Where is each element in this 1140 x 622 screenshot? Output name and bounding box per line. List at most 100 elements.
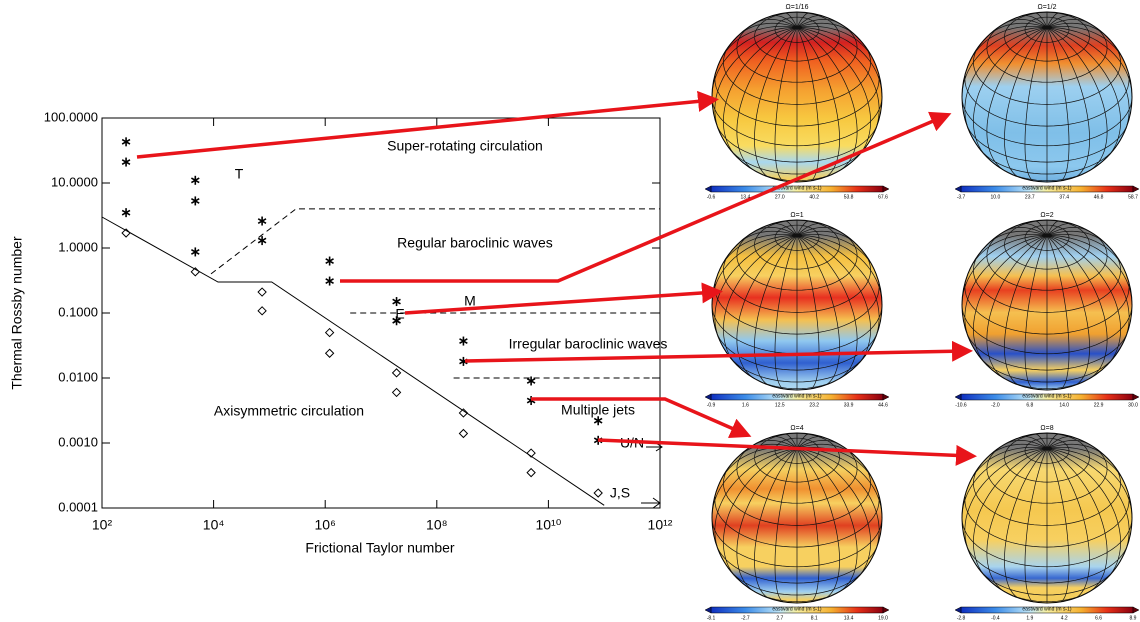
connector-arrow [340, 111, 952, 283]
asterisk-point [121, 208, 131, 218]
colorbar-tick-label: -0.9 [707, 402, 716, 408]
colorbar-label: eastward wind (m s-1) [772, 185, 822, 191]
asterisk-point [325, 276, 334, 286]
colorbar-tick-label: -0.4 [991, 615, 1000, 621]
asterisk-stroke [257, 237, 267, 244]
colorbar-end [1132, 393, 1140, 401]
y-tick-label: 0.1000 [58, 304, 98, 319]
asterisk-point [190, 247, 200, 257]
diamond-point [190, 267, 201, 277]
region-label: Super-rotating circulation [387, 138, 543, 154]
colorbar-tick-label: 37.4 [1059, 194, 1069, 200]
asterisk-stroke [121, 159, 131, 165]
colorbar-tick-label: 6.8 [1026, 402, 1033, 408]
diamond-point [257, 287, 267, 297]
colorbar-tick-label: 44.6 [878, 402, 888, 408]
colorbar-tick-label: -8.1 [707, 615, 716, 621]
colorbar-label: eastward wind (m s-1) [1022, 185, 1072, 191]
asterisk-point [190, 175, 200, 185]
diamond-point [458, 408, 469, 418]
diamond-point [458, 428, 469, 439]
colorbar-end [954, 393, 962, 401]
colorbar-tick-label: 12.5 [775, 402, 785, 408]
asterisk-point [257, 216, 267, 226]
colorbar-end [882, 185, 890, 193]
diamond-point [257, 306, 267, 316]
colorbar-end [1132, 185, 1140, 193]
colorbar-end [882, 606, 890, 614]
region-label: M [464, 293, 476, 309]
diamond-point [391, 368, 402, 378]
asterisk-stroke [392, 298, 401, 305]
colorbar-tick-label: 58.7 [1128, 194, 1138, 200]
asterisk-point [325, 256, 334, 266]
small-arrows [641, 442, 663, 509]
connector-arrow [597, 438, 977, 466]
asterisk-stroke [325, 258, 334, 264]
panel-title: Ω=1/2 [1037, 4, 1056, 11]
colorbar-tick-label: 19.0 [878, 615, 888, 621]
x-axis-label: Frictional Taylor number [305, 540, 454, 556]
asterisk-point [121, 157, 131, 167]
asterisk-point [593, 416, 603, 426]
colorbar-tick-label: 13.4 [741, 194, 751, 200]
colorbar-tick-label: 1.9 [1026, 615, 1033, 621]
diamond-point [526, 448, 536, 458]
asterisk-point [459, 336, 468, 346]
colorbar-tick-label: 30.0 [1128, 402, 1138, 408]
colorbar-end [954, 185, 962, 193]
colorbar-tick-label: 67.6 [878, 194, 888, 200]
panel-title: Ω=1/16 [786, 4, 809, 11]
y-tick-label: 0.0001 [58, 499, 98, 514]
globe-grid [961, 219, 1133, 390]
colorbar-end [1132, 606, 1140, 614]
x-tick-label: 10² [92, 517, 113, 533]
asterisk-stroke [121, 209, 131, 216]
colorbar-tick-label: 13.4 [844, 615, 854, 621]
colorbar-tick-label: 53.8 [844, 194, 854, 200]
colorbar-label: eastward wind (m s-1) [1022, 393, 1072, 399]
colorbar-tick-label: 23.7 [1025, 194, 1035, 200]
globe-grid [711, 432, 883, 603]
asterisk-stroke [190, 248, 200, 255]
asterisk-point [257, 236, 267, 246]
colorbar-label: eastward wind (m s-1) [772, 606, 822, 612]
panel-title: Ω=8 [1040, 425, 1053, 432]
colorbar-tick-label: 46.8 [1094, 194, 1104, 200]
x-tick-label: 10⁸ [426, 517, 448, 533]
globe-grid [961, 11, 1133, 182]
x-tick-label: 10¹² [648, 517, 673, 533]
diamond-point [121, 228, 131, 238]
panel-title: Ω=2 [1040, 212, 1053, 219]
x-tick-label: 10⁴ [203, 517, 225, 533]
globe-grid [961, 432, 1133, 603]
asterisk-point [392, 297, 401, 307]
colorbar-tick-label: 4.2 [1061, 615, 1068, 621]
colorbar-tick-label: 8.1 [811, 615, 818, 621]
colorbar-tick-label: 27.0 [775, 194, 785, 200]
colorbar-tick-label: -3.7 [957, 194, 966, 200]
colorbar-tick-label: 14.0 [1059, 402, 1069, 408]
diamond-point [324, 327, 335, 338]
panel-title: Ω=4 [790, 425, 803, 432]
region-label: J,S [610, 485, 630, 501]
y-tick-label: 10.0000 [51, 174, 98, 189]
colorbar-tick-label: 1.6 [742, 402, 749, 408]
region-label: T [235, 166, 244, 182]
connector-arrow [404, 282, 723, 315]
asterisk-stroke [459, 338, 468, 345]
diamond-point [324, 348, 335, 358]
region-label: Regular baroclinic waves [397, 235, 553, 251]
asterisk-stroke [121, 138, 131, 145]
diamond-point [593, 488, 603, 498]
x-tick-label: 10⁶ [315, 517, 336, 533]
colorbar-tick-label: 23.2 [809, 402, 819, 408]
y-tick-label: 0.0100 [58, 369, 98, 384]
asterisk-point [526, 376, 536, 386]
y-axis-label: Thermal Rossby number [9, 236, 25, 390]
asterisk-stroke [190, 177, 200, 184]
colorbar-tick-label: -2.7 [741, 615, 750, 621]
colorbar-end [704, 185, 712, 193]
